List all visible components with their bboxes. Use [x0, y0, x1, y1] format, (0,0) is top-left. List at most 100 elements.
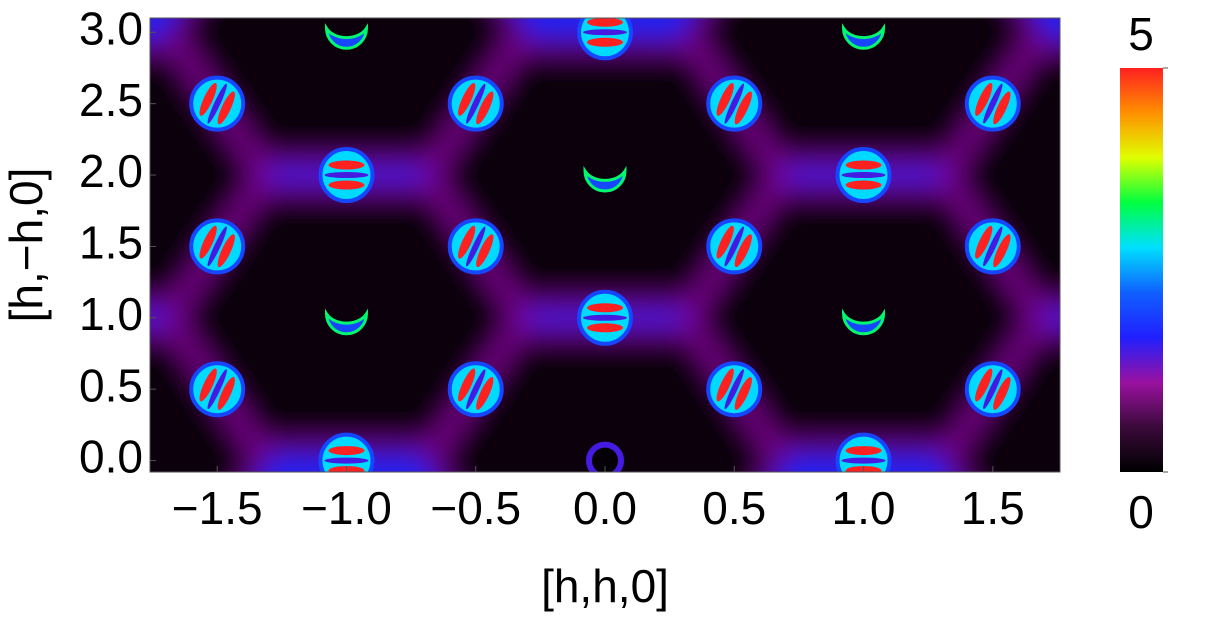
y-tick-label: 0.0	[79, 431, 143, 483]
x-tick-label: −1.5	[172, 482, 263, 534]
crescent-peak	[842, 23, 886, 50]
peak-stripes	[458, 83, 494, 125]
stripe	[476, 234, 494, 268]
y-tick-label: 1.0	[79, 288, 143, 340]
stripe	[199, 368, 217, 402]
stripe	[716, 368, 734, 402]
crescent-peak	[324, 308, 368, 336]
stripe	[724, 83, 744, 124]
y-tick-label: 1.5	[79, 217, 143, 269]
stripe	[587, 18, 623, 27]
stripe	[328, 446, 365, 456]
stripe	[841, 457, 886, 464]
y-axis-label: [h,−h,0]	[0, 168, 52, 323]
stripe	[734, 234, 752, 268]
stripe	[716, 225, 734, 259]
peak-stripes	[716, 368, 752, 410]
peak-stripes	[324, 160, 369, 190]
peak-stripes	[458, 225, 494, 268]
stripe	[587, 303, 623, 313]
stripe	[207, 83, 227, 124]
peak-stripes	[975, 225, 1011, 268]
plot-area	[150, 18, 1060, 472]
y-tick-label: 3.0	[79, 2, 143, 54]
y-tick-label: 2.5	[79, 74, 143, 126]
stripe	[716, 83, 734, 116]
stripe	[324, 172, 369, 179]
colorbar	[1120, 68, 1163, 472]
peak-stripes	[716, 83, 752, 125]
stripe	[587, 323, 623, 333]
dark-region	[165, 18, 528, 168]
peak-stripes	[199, 225, 235, 268]
stripe	[734, 91, 752, 125]
crescent-peak	[324, 23, 368, 50]
stripe	[458, 225, 476, 259]
stripe	[328, 180, 365, 190]
stripe	[845, 160, 882, 170]
stripe	[324, 457, 369, 464]
peak-stripes	[716, 225, 752, 268]
stripe	[983, 369, 1003, 410]
ring-peak	[586, 441, 624, 472]
stripe	[476, 376, 494, 410]
peak-stripes	[841, 160, 886, 190]
stripe	[975, 225, 993, 259]
stripe	[199, 225, 217, 259]
stripe	[993, 91, 1011, 125]
stripe	[845, 446, 882, 456]
dark-regions	[150, 18, 1060, 472]
peak-stripes	[583, 303, 627, 333]
y-tick-label: 0.5	[79, 359, 143, 411]
stripe	[845, 180, 882, 190]
colorbar-tick-label: 0	[1128, 486, 1154, 538]
stripe	[724, 369, 744, 410]
colorbar-tick-label: 5	[1128, 8, 1154, 60]
stripe	[583, 314, 627, 321]
stripe	[458, 368, 476, 402]
stripe	[458, 83, 476, 116]
peak-stripes	[199, 83, 235, 125]
stripe	[983, 83, 1003, 124]
stripe	[993, 234, 1011, 268]
spots	[189, 18, 1021, 472]
stripe	[841, 172, 886, 179]
stripe	[587, 37, 623, 47]
stripe	[476, 91, 494, 125]
stripe	[199, 83, 217, 116]
stripe	[207, 226, 227, 267]
x-axis-label: [h,h,0]	[541, 560, 669, 612]
stripe	[328, 160, 365, 170]
x-tick-label: 0.0	[573, 482, 637, 534]
crescent-peak	[583, 165, 627, 193]
stripe	[207, 369, 227, 410]
crescent-peak	[842, 308, 886, 336]
peak-stripes	[975, 368, 1011, 410]
peak-stripes	[199, 368, 235, 410]
y-tick-label: 2.0	[79, 145, 143, 197]
stripe	[217, 234, 235, 268]
stripe	[583, 29, 627, 36]
stripe	[466, 369, 486, 410]
stripe	[724, 226, 744, 267]
x-tick-label: 0.5	[702, 482, 766, 534]
peak-stripes	[458, 368, 494, 410]
stripe	[975, 83, 993, 116]
stripe	[983, 226, 1003, 267]
dark-region	[150, 40, 270, 310]
peak-stripes	[583, 18, 627, 47]
x-tick-label: 1.0	[832, 482, 896, 534]
stripe	[734, 376, 752, 410]
x-tick-label: −0.5	[430, 482, 521, 534]
stripe	[466, 226, 486, 267]
stripe	[993, 376, 1011, 410]
dark-region	[940, 40, 1060, 310]
stripe	[217, 376, 235, 410]
stripe	[975, 368, 993, 402]
stripe	[466, 83, 486, 124]
stripe	[217, 91, 235, 125]
x-tick-label: 1.5	[961, 482, 1025, 534]
x-tick-label: −1.0	[301, 482, 392, 534]
peak-stripes	[975, 83, 1011, 125]
